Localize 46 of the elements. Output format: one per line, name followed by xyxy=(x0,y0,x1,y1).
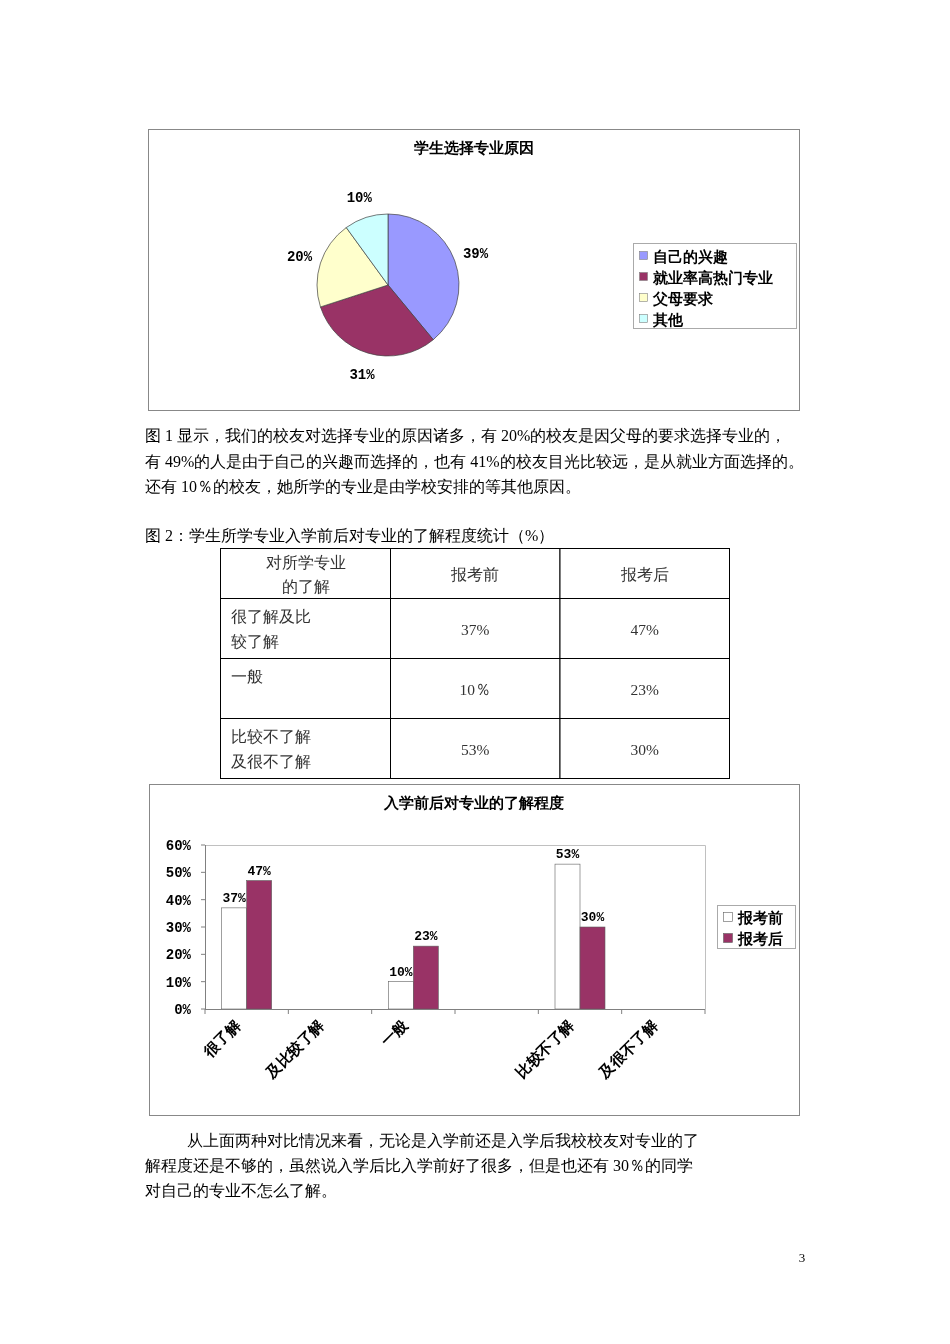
text: 图 2：学生所学专业入学前后对专业的了解程度统计（%） xyxy=(145,527,555,544)
text: 报考后 xyxy=(619,565,669,583)
text: 一般 xyxy=(230,667,263,685)
x-tick-label: 及很不了解 xyxy=(594,1016,661,1082)
x-tick-label: 很了解 xyxy=(199,1016,244,1061)
x-tick-label: 一般 xyxy=(377,1015,412,1050)
legend-label: 报考后 xyxy=(737,929,783,947)
y-tick-label: 50% xyxy=(165,865,192,882)
data-label: 10% xyxy=(346,189,373,206)
data-label: 53% xyxy=(555,847,580,863)
legend-label: 自己的兴趣 xyxy=(653,247,728,265)
x-tick-label: 及比较了解 xyxy=(261,1016,328,1082)
y-tick-label: 0% xyxy=(174,1002,192,1018)
y-tick-label: 60% xyxy=(165,838,192,854)
data-label: 31% xyxy=(349,367,376,384)
x-tick-label: 比较不了解 xyxy=(512,1016,578,1082)
text: 对所学专业的了解 xyxy=(265,553,346,595)
text: 比较不了解及很不了解 xyxy=(230,727,311,770)
text: 47% xyxy=(630,620,660,638)
data-label: 10% xyxy=(389,964,413,980)
legend-label: 就业率高热门专业 xyxy=(652,268,773,286)
text: 报考前 xyxy=(450,565,500,583)
data-label: 30% xyxy=(580,910,605,925)
legend-label: 报考前 xyxy=(737,908,783,926)
y-tick-label: 30% xyxy=(165,920,192,936)
legend-label: 其他 xyxy=(652,310,684,328)
data-label: 39% xyxy=(462,246,489,263)
text: 10％ xyxy=(459,680,491,698)
text: 30% xyxy=(630,740,660,758)
text: 53% xyxy=(461,740,490,758)
y-tick-label: 40% xyxy=(165,892,192,909)
data-label: 37% xyxy=(222,890,247,906)
y-tick-label: 10% xyxy=(165,974,192,991)
text: 很了解及比较了解 xyxy=(230,607,311,650)
chart-title: 学生选择专业原因 xyxy=(413,139,534,156)
text: 从上面两种对比情况来看，无论是入学前还是入学后我校校友对专业的了解程度还是不够的，虽然说入学后比入学前好了很多，但是也还有 30％的同学对自己的专业不怎么了解。 xyxy=(145,1132,699,1199)
text: 3 xyxy=(798,1250,806,1265)
legend-label: 父母要求 xyxy=(652,289,714,307)
data-label: 20% xyxy=(286,249,313,266)
text: 37% xyxy=(461,620,490,638)
chart-title: 入学前后对专业的了解程度 xyxy=(383,794,564,811)
caption: 图 1 显示，我们的校友对选择专业的原因诸多，有 20%的校友是因父母的要求选择专业的，有 49%的人是由于自己的兴趣而选择的，也有 41%的校友目光比较远，是从就业方面选择的。还有 10％的校友，她所学的专业是由学校安排的等其他原因。 xyxy=(145,427,804,495)
y-tick-label: 20% xyxy=(165,947,192,964)
data-label: 47% xyxy=(247,863,272,879)
text: 23% xyxy=(630,680,660,698)
data-label: 23% xyxy=(414,929,438,945)
